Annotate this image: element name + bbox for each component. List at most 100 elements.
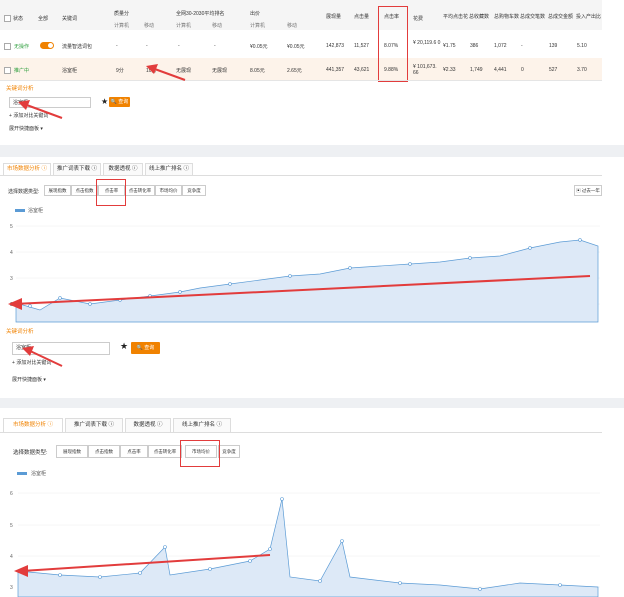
- sub-rank-pc: 计算机: [176, 23, 192, 29]
- header-keyword[interactable]: 关键词: [62, 16, 78, 22]
- tab-market-data-2[interactable]: 市场数据分析 ⓘ: [3, 418, 63, 432]
- header-bid: 出价: [250, 11, 261, 17]
- row-checkbox[interactable]: [4, 43, 11, 50]
- row-ctr: 8.07%: [384, 43, 399, 49]
- tab-bar: [0, 175, 602, 176]
- tab-ranking-2[interactable]: 线上推广排名 ⓘ: [173, 418, 231, 432]
- header-cost[interactable]: 花费: [413, 16, 424, 22]
- metric-label-2: 选择数据类型:: [13, 450, 48, 456]
- segment-click-index[interactable]: 点击指数: [71, 185, 98, 196]
- row-cart: -: [521, 43, 523, 49]
- keyword-analysis-title: 关键词分析: [6, 86, 34, 92]
- chart1-points: [28, 238, 582, 308]
- tab-download[interactable]: 推广词表下载 ⓘ: [53, 163, 101, 175]
- legend-swatch: [15, 209, 25, 212]
- legend-label[interactable]: 浴室柜: [28, 208, 44, 214]
- row-collect: 386: [470, 43, 479, 49]
- row-ctr: 9.88%: [384, 67, 399, 73]
- chart2-ytick-6: 6: [10, 491, 13, 497]
- segment-conversion-2[interactable]: 点击转化率: [148, 445, 182, 458]
- segment-ctr[interactable]: 点击率: [98, 185, 125, 196]
- row-bid-pc[interactable]: 8.05元: [250, 68, 265, 74]
- chart1-ytick-4: 4: [10, 250, 13, 256]
- chart1-ytick-5: 5: [10, 224, 13, 230]
- header-cart-conv[interactable]: 总购物车数: [494, 14, 520, 20]
- query-button-2[interactable]: 🔍 查询: [131, 342, 160, 354]
- segment-ctr-2[interactable]: 点击率: [120, 445, 148, 458]
- row-rank-mob: -: [214, 43, 216, 49]
- chart1-arrowhead: [8, 298, 22, 310]
- row-bid-mob[interactable]: 2.65元: [287, 68, 302, 74]
- table-row: [0, 58, 602, 80]
- sub-quality-mob: 移动: [144, 23, 155, 29]
- arrow-keyword: [23, 103, 63, 119]
- expand-tools-link-2[interactable]: 展开快捷面板 ▾: [12, 377, 46, 383]
- avg-price-segment-highlight: [180, 440, 220, 467]
- row-cost: ¥ 101,673. 66: [413, 64, 437, 76]
- tab-download-2[interactable]: 推广词表下载 ⓘ: [65, 418, 123, 432]
- row-keyword: 浴室柜: [62, 68, 78, 74]
- section-separator: [0, 145, 624, 157]
- header-status[interactable]: 状态: [13, 16, 24, 22]
- legend-label-2[interactable]: 浴室柜: [31, 471, 47, 477]
- tab-ranking[interactable]: 线上推广排名 ⓘ: [145, 163, 193, 175]
- row-bid-mob[interactable]: ¥0.05元: [287, 44, 305, 50]
- chart2-trend-arrow: [21, 554, 271, 572]
- chart2-ytick-3: 3: [10, 585, 13, 591]
- header-ctr[interactable]: 点击率: [384, 14, 400, 20]
- header-clicks[interactable]: 点击量: [354, 14, 370, 20]
- row-avg-cpc: ¥1.75: [443, 43, 456, 49]
- segment-click-index-2[interactable]: 点击指数: [88, 445, 120, 458]
- tab-market-data[interactable]: 市场数据分析 ⓘ: [3, 163, 51, 175]
- tab-bar-2: [0, 432, 602, 433]
- row-avg-cpc: ¥2.33: [443, 67, 456, 73]
- add-compare-link-2[interactable]: + 添加对比关键词: [12, 360, 52, 366]
- row-keyword: 流量智选词包: [62, 44, 93, 50]
- add-compare-link[interactable]: + 添加对比关键词: [9, 113, 49, 119]
- header-cart[interactable]: 总成交笔数: [520, 14, 546, 20]
- tab-pivot-2[interactable]: 数据透视 ⓘ: [125, 418, 171, 432]
- segment-impression-index[interactable]: 展现指数: [44, 185, 71, 196]
- chart2-ytick-4: 4: [10, 554, 13, 560]
- arrow-keyword-head: [18, 100, 30, 110]
- header-roi-label[interactable]: 总成交金额: [548, 14, 574, 20]
- chart2-gridlines: [18, 492, 600, 588]
- query-button[interactable]: 🔍 查询: [109, 97, 130, 107]
- header-avg-cpc[interactable]: 平均点击花: [443, 14, 469, 20]
- range-button[interactable]: ▣ 过去一年: [574, 185, 602, 196]
- row-cart: 0: [521, 67, 524, 73]
- status-toggle[interactable]: [40, 42, 54, 49]
- arrow-quality-score: [151, 67, 186, 81]
- header-roi[interactable]: 投入产出比: [576, 14, 602, 20]
- header-device[interactable]: 全部: [38, 16, 49, 22]
- row-rank-mob: 无展现: [212, 68, 228, 74]
- row-bid-pc[interactable]: ¥0.05元: [250, 44, 268, 50]
- row-collect: 1,749: [470, 67, 483, 73]
- segment-impression-index-2[interactable]: 展现指数: [56, 445, 88, 458]
- annotation-arrows: [18, 64, 186, 367]
- favorite-star-icon[interactable]: ★: [101, 97, 109, 106]
- row-checkbox[interactable]: [4, 67, 11, 74]
- segment-avg-price[interactable]: 市场均价: [155, 185, 182, 196]
- header-impressions[interactable]: 展现量: [326, 14, 342, 20]
- metric-label: 选择数据类型:: [8, 189, 40, 195]
- row-roi: 5.10: [577, 43, 587, 49]
- chart2-arrowhead: [14, 565, 28, 577]
- row-impressions: 142,873: [326, 43, 345, 49]
- header-collect[interactable]: 总收藏数: [469, 14, 490, 20]
- favorite-star-icon-2[interactable]: ★: [120, 341, 129, 351]
- row-rank-pc: -: [178, 43, 180, 49]
- header-quality: 质量分: [114, 11, 130, 17]
- tab-pivot[interactable]: 数据透视 ⓘ: [103, 163, 143, 175]
- expand-tools-link[interactable]: 展开快捷面板 ▾: [9, 126, 43, 132]
- arrow-keyword-2: [27, 349, 63, 367]
- arrow-keyword-2-head: [22, 346, 34, 356]
- row-status: 无操作: [14, 44, 30, 50]
- legend-swatch-2: [17, 472, 27, 475]
- row-quality-mob: -: [146, 43, 148, 49]
- segment-avg-price-2[interactable]: 市场均价: [185, 445, 217, 458]
- segment-competition-2[interactable]: 竞争度: [218, 445, 240, 458]
- select-all-checkbox[interactable]: [4, 15, 11, 22]
- segment-competition[interactable]: 竞争度: [182, 185, 206, 196]
- keyword-analysis-title-2: 关键词分析: [6, 329, 34, 335]
